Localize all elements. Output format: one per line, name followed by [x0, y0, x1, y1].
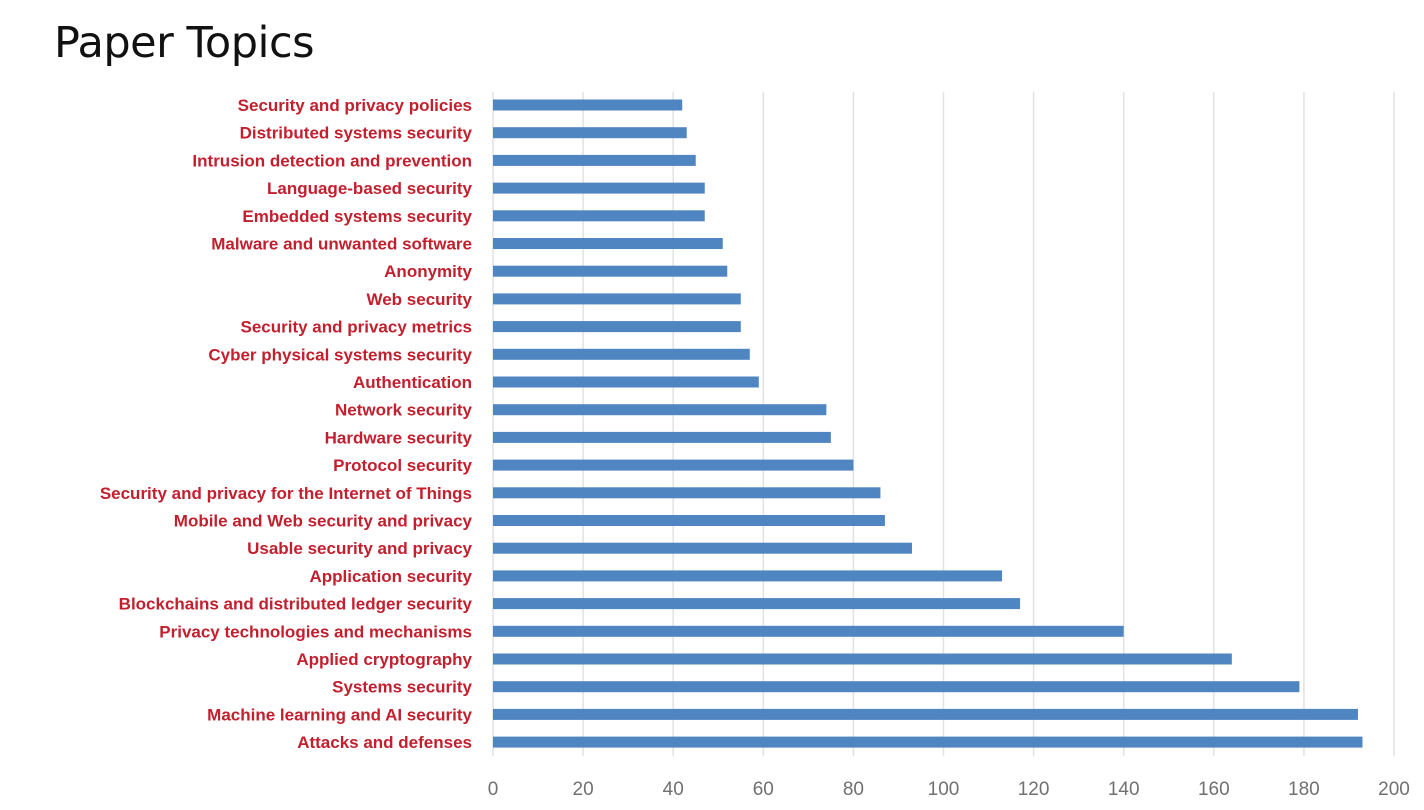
- bar: [493, 376, 759, 388]
- category-label: Language-based security: [267, 179, 473, 198]
- category-label: Security and privacy policies: [238, 96, 472, 115]
- category-label: Cyber physical systems security: [208, 345, 472, 364]
- category-label: Machine learning and AI security: [207, 705, 472, 724]
- bar: [493, 321, 741, 333]
- category-label: Distributed systems security: [240, 124, 473, 143]
- x-tick-label: 60: [753, 779, 774, 800]
- bar: [493, 625, 1124, 637]
- bar: [493, 736, 1363, 748]
- bars: [493, 99, 1363, 748]
- category-label: Systems security: [332, 678, 472, 697]
- page-title: Paper Topics: [54, 18, 315, 68]
- x-tick-label: 100: [928, 779, 960, 800]
- category-label: Security and privacy metrics: [240, 318, 472, 337]
- category-label: Authentication: [353, 373, 472, 392]
- bar: [493, 238, 723, 249]
- x-tick-label: 200: [1378, 779, 1410, 800]
- x-tick-label: 120: [1018, 779, 1050, 800]
- category-labels: Security and privacy policies Distributed…: [100, 96, 473, 752]
- bar: [493, 598, 1021, 610]
- bar: [493, 127, 687, 139]
- bar: [493, 431, 831, 443]
- bar: [493, 210, 705, 222]
- x-tick-label: 80: [843, 779, 864, 800]
- x-tick-label: 40: [663, 779, 684, 800]
- category-label: Application security: [310, 567, 473, 586]
- category-label: Security and privacy for the Internet of…: [100, 484, 472, 503]
- bar: [493, 653, 1232, 665]
- bar: [493, 708, 1358, 720]
- x-axis-ticks: 0 20 40 60 80 100 120 140 160 180 200: [488, 779, 1410, 800]
- category-label: Usable security and privacy: [247, 539, 472, 558]
- category-label: Protocol security: [333, 456, 472, 475]
- gridlines: [492, 92, 1395, 756]
- bar: [493, 293, 741, 305]
- bar: [493, 404, 827, 416]
- category-label: Malware and unwanted software: [211, 235, 472, 254]
- category-label: Web security: [366, 290, 472, 309]
- x-tick-label: 20: [573, 779, 594, 800]
- x-tick-label: 140: [1108, 779, 1140, 800]
- bar: [493, 99, 683, 111]
- bar: [493, 348, 750, 360]
- bar: [493, 182, 705, 194]
- bar: [493, 154, 696, 166]
- category-label: Mobile and Web security and privacy: [174, 512, 473, 531]
- category-label: Applied cryptography: [296, 650, 472, 669]
- category-label: Privacy technologies and mechanisms: [159, 622, 472, 641]
- bar: [493, 542, 912, 554]
- bar: [493, 265, 728, 277]
- bar: [493, 459, 854, 471]
- x-tick-label: 0: [488, 779, 499, 800]
- bar: [493, 515, 885, 526]
- bar: [493, 681, 1300, 693]
- category-label: Network security: [335, 401, 473, 420]
- category-label: Anonymity: [384, 262, 472, 281]
- category-label: Hardware security: [325, 428, 473, 447]
- bar: [493, 487, 881, 499]
- category-label: Embedded systems security: [242, 207, 472, 226]
- x-tick-label: 180: [1288, 779, 1320, 800]
- category-label: Intrusion detection and prevention: [192, 151, 472, 170]
- category-label: Attacks and defenses: [297, 733, 472, 752]
- category-label: Blockchains and distributed ledger secur…: [119, 595, 473, 614]
- x-tick-label: 160: [1198, 779, 1230, 800]
- bar: [493, 570, 1003, 582]
